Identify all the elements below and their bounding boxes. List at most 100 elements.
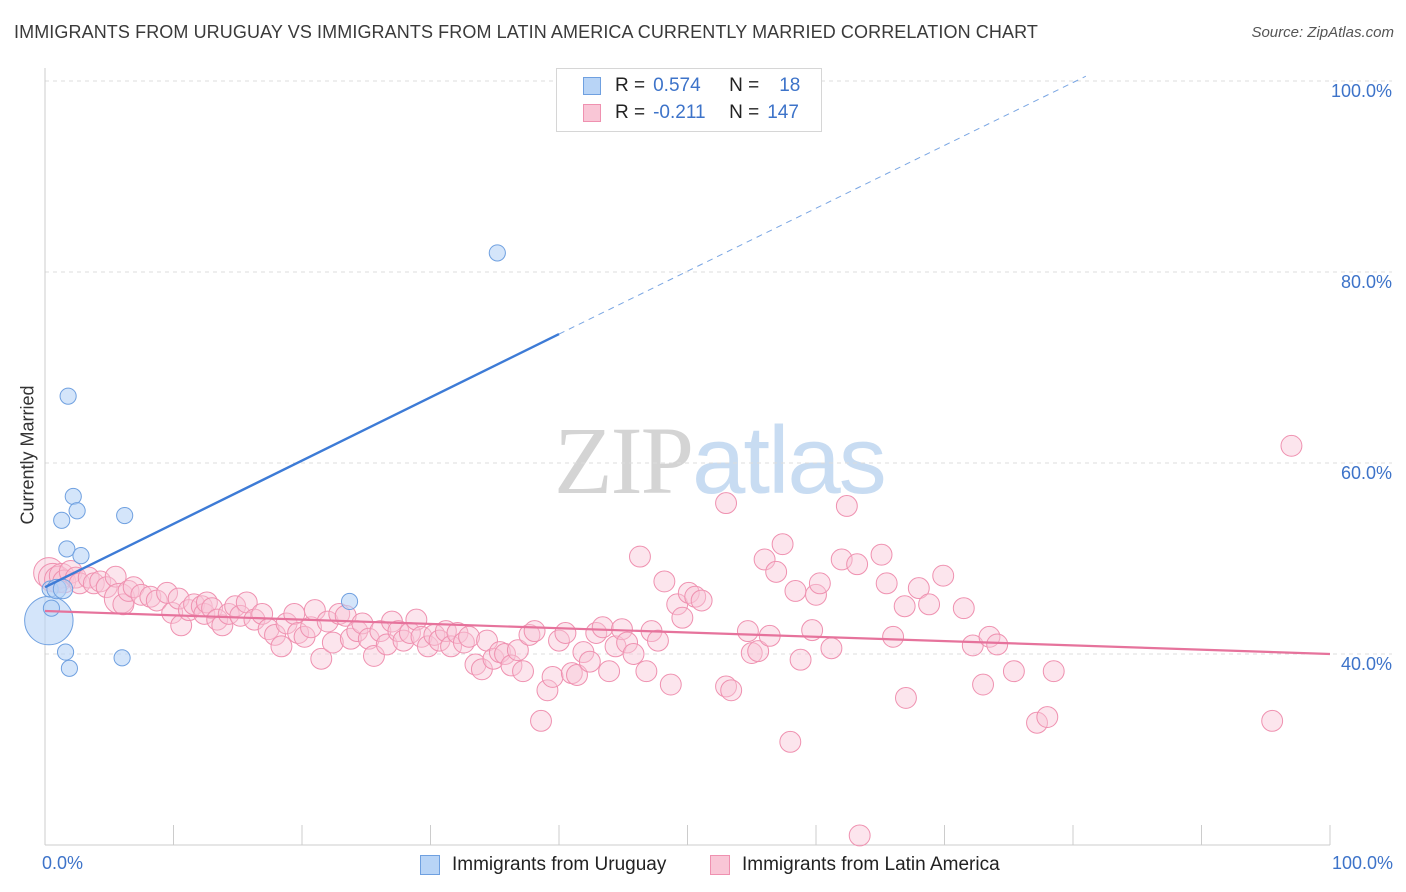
uruguay-point <box>116 506 134 525</box>
latin-america-point <box>690 589 713 612</box>
latin-america-point <box>369 620 392 643</box>
legend-n-value-uruguay: 18 <box>779 75 801 96</box>
legend-row-latin-america: R = -0.211 N = 147 <box>583 100 799 126</box>
legend-r-value-uruguay: 0.574 <box>653 75 701 96</box>
latin-america-point <box>789 648 812 671</box>
legend-r-label: R = <box>615 102 646 123</box>
bottom-legend-swatch-uruguay <box>420 855 440 875</box>
latin-america-point <box>104 565 127 588</box>
latin-america-point <box>801 619 824 642</box>
axes <box>44 68 1331 846</box>
latin-america-point <box>875 572 898 595</box>
latin-america-point <box>1026 711 1048 734</box>
latin-america-point <box>405 608 428 631</box>
uruguay-point <box>42 599 60 617</box>
latin-america-point <box>653 570 676 593</box>
tick-labels: 40.0% 60.0% 80.0% 100.0% 0.0% 100.0% <box>42 81 1393 873</box>
latin-america-point <box>264 623 286 646</box>
uruguay-point <box>53 511 71 529</box>
latin-america-point <box>986 633 1009 656</box>
uruguay-point <box>56 643 75 661</box>
legend-swatch-latin-america <box>583 104 601 122</box>
legend-r-value-latin-america: -0.211 <box>653 102 706 123</box>
uruguay-point <box>58 540 76 558</box>
uruguay-trend-extension <box>558 75 1087 335</box>
trend-lines <box>44 75 1331 656</box>
watermark-atlas: atlas <box>692 407 887 514</box>
y-tick-label-40: 40.0% <box>1341 654 1392 674</box>
latin-america-point <box>506 639 529 662</box>
latin-america-point <box>784 580 807 602</box>
legend-row-uruguay: R = 0.574 N = 18 <box>583 73 800 99</box>
latin-america-point <box>512 660 534 683</box>
latin-america-point <box>598 660 621 683</box>
x-tick-label-max: 100.0% <box>1332 853 1393 873</box>
latin-america-point <box>1036 706 1059 728</box>
legend-swatch-uruguay <box>583 77 601 95</box>
gridlines <box>45 80 1392 655</box>
latin-america-point <box>893 595 916 618</box>
bottom-legend-label-uruguay: Immigrants from Uruguay <box>452 854 667 875</box>
latin-america-point <box>753 548 776 571</box>
uruguay-point <box>60 659 78 677</box>
latin-america-point <box>1042 660 1065 683</box>
x-tick-label-min: 0.0% <box>42 853 83 873</box>
latin-america-point <box>211 614 234 637</box>
latin-america-point <box>287 622 310 644</box>
uruguay-point <box>64 487 82 505</box>
latin-america-point <box>321 631 344 654</box>
latin-america-point <box>494 643 516 665</box>
chart-title: IMMIGRANTS FROM URUGUAY VS IMMIGRANTS FR… <box>14 22 1038 42</box>
latin-america-point <box>684 585 707 608</box>
latin-america-point <box>808 572 831 595</box>
zipatlas-watermark: ZIPatlas <box>554 405 887 516</box>
uruguay-points <box>24 244 506 677</box>
latin-america-point <box>357 627 380 650</box>
y-tick-label-80: 80.0% <box>1341 272 1392 292</box>
y-tick-label-60: 60.0% <box>1341 463 1392 483</box>
latin-america-trend-line <box>44 609 1331 656</box>
latin-america-point <box>416 635 439 658</box>
latin-america-point <box>805 583 827 606</box>
latin-america-point <box>283 602 306 625</box>
latin-america-point <box>270 635 293 658</box>
latin-america-points <box>33 434 1303 847</box>
latin-america-point <box>554 622 577 644</box>
legend-n-value-latin-america: 147 <box>767 102 799 123</box>
latin-america-point <box>1280 434 1303 457</box>
uruguay-point <box>113 649 131 667</box>
latin-america-point <box>112 593 135 616</box>
latin-america-point <box>779 730 802 753</box>
latin-america-point <box>1002 660 1025 683</box>
uruguay-point <box>59 387 77 405</box>
latin-america-point <box>715 492 737 515</box>
latin-america-point <box>363 644 385 667</box>
bottom-legend-label-latin-america: Immigrants from Latin America <box>742 854 1000 875</box>
latin-america-point <box>848 824 871 847</box>
latin-america-point <box>771 533 794 556</box>
latin-america-point <box>530 709 552 732</box>
legend-r-label: R = <box>615 75 646 96</box>
legend-n-label: N = <box>729 75 760 96</box>
latin-america-point <box>895 686 917 709</box>
uruguay-point <box>340 592 359 611</box>
latin-america-point <box>907 577 930 600</box>
watermark-zip: ZIP <box>554 407 694 514</box>
uruguay-point <box>68 502 86 520</box>
latin-america-point <box>139 585 162 608</box>
latin-america-point <box>659 673 682 696</box>
latin-america-point <box>161 601 184 624</box>
latin-america-point <box>747 640 770 663</box>
latin-america-point <box>882 625 905 648</box>
latin-america-point <box>765 560 788 583</box>
latin-america-point <box>566 664 588 686</box>
latin-america-point <box>952 597 975 620</box>
latin-america-point <box>635 660 658 683</box>
latin-america-point <box>536 679 559 702</box>
latin-america-point <box>736 620 759 643</box>
source-credit: Source: ZipAtlas.com <box>1251 24 1394 41</box>
latin-america-point <box>578 650 601 673</box>
latin-america-point <box>229 604 252 627</box>
latin-america-point <box>458 625 480 648</box>
